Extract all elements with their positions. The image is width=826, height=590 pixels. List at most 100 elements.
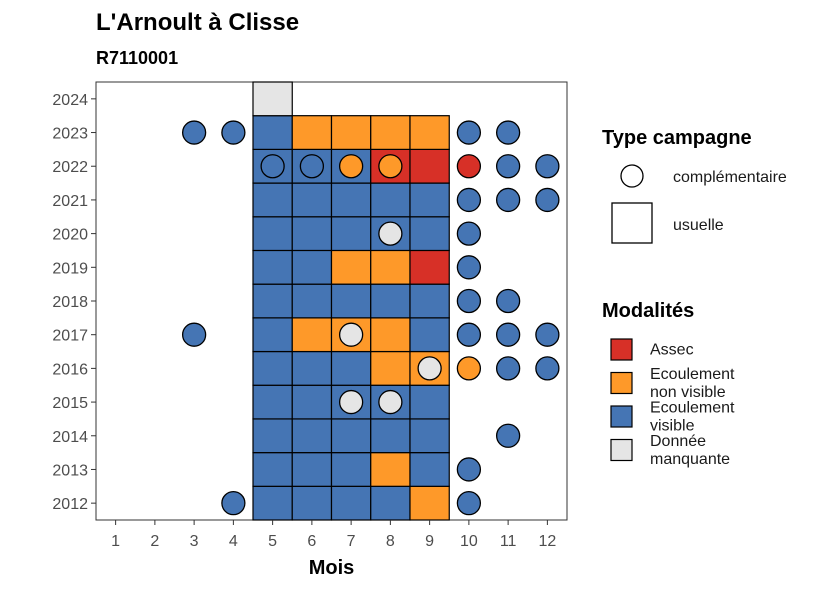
x-tick-label: 1 xyxy=(111,533,120,550)
tile-2018-8 xyxy=(370,283,411,319)
legend-circle-key xyxy=(620,164,644,188)
tile-2023-9 xyxy=(409,115,450,150)
tile-2021-8 xyxy=(370,182,411,218)
tile-2013-6 xyxy=(291,452,333,487)
point-2021-10 xyxy=(456,187,482,213)
tile-2019-8 xyxy=(370,249,411,285)
tile-2012-8 xyxy=(370,485,411,521)
point-2017-3 xyxy=(181,322,207,347)
legend-type-campagne: Type campagne complémentaire usuelle xyxy=(602,127,787,244)
x-tick-label: 9 xyxy=(425,533,434,550)
legend-square-key xyxy=(611,202,653,244)
x-tick-label: 6 xyxy=(307,533,316,550)
complementaire-points xyxy=(181,120,560,516)
tile-2016-7 xyxy=(330,350,372,386)
tile-2013-5 xyxy=(252,452,293,487)
usuelle-tiles xyxy=(252,81,450,521)
x-axis: 1 2 3 4 5 6 7 8 9 10 11 12 xyxy=(111,520,556,550)
x-tick-label: 5 xyxy=(268,533,277,550)
y-tick-label: 2016 xyxy=(52,361,88,378)
tile-2018-9 xyxy=(409,283,450,319)
tile-2012-7 xyxy=(330,485,372,521)
legend-fill-label: Ecoulement xyxy=(650,366,735,383)
tile-2017-6 xyxy=(291,317,333,353)
legend-swatch-M xyxy=(610,438,633,462)
x-tick-label: 4 xyxy=(229,533,238,550)
chart-subtitle: R7110001 xyxy=(96,48,178,68)
tile-2017-5 xyxy=(252,317,293,353)
tile-2023-7 xyxy=(330,115,372,150)
legend-swatch-A xyxy=(610,338,633,361)
point-2022-10 xyxy=(456,154,482,179)
y-tick-label: 2012 xyxy=(52,496,88,513)
legend-fill-label: manquante xyxy=(650,451,730,468)
tile-2023-8 xyxy=(370,115,411,150)
point-2018-11 xyxy=(495,288,521,314)
tile-2012-5 xyxy=(252,485,293,521)
legend-shape-label-usuelle: usuelle xyxy=(673,217,724,234)
point-2021-11 xyxy=(495,187,521,213)
y-tick-label: 2021 xyxy=(52,193,88,210)
tile-2020-9 xyxy=(409,216,450,252)
tile-2020-5 xyxy=(252,216,293,252)
point-2016-9 xyxy=(417,356,442,381)
tile-2014-9 xyxy=(409,418,450,454)
chart-title: L'Arnoult à Clisse xyxy=(96,9,299,36)
point-2015-8 xyxy=(378,389,403,415)
point-2023-4 xyxy=(221,120,246,145)
point-2012-10 xyxy=(456,490,482,516)
x-tick-label: 3 xyxy=(190,533,199,550)
point-2018-10 xyxy=(456,288,482,314)
x-tick-label: 10 xyxy=(460,533,478,550)
tile-2021-5 xyxy=(252,182,293,218)
legend-shape-title: Type campagne xyxy=(602,127,752,149)
legend-swatch-V xyxy=(610,405,633,428)
tile-2020-6 xyxy=(291,216,333,252)
legend-shape-label-complementaire: complémentaire xyxy=(673,169,787,186)
tile-2017-8 xyxy=(370,317,411,353)
legend-fill-title: Modalités xyxy=(602,300,694,322)
tile-2015-6 xyxy=(291,384,333,420)
legend-fill-label: non visible xyxy=(650,384,726,401)
tile-2012-6 xyxy=(291,485,333,521)
point-2019-10 xyxy=(456,255,482,280)
point-2017-12 xyxy=(535,322,560,347)
y-tick-label: 2022 xyxy=(52,159,88,176)
tile-2020-7 xyxy=(330,216,372,252)
tile-2012-9 xyxy=(409,485,450,521)
y-tick-label: 2017 xyxy=(52,328,88,345)
point-2020-10 xyxy=(456,221,482,246)
tile-2021-7 xyxy=(330,182,372,218)
point-2016-10 xyxy=(456,356,482,381)
x-axis-label: Mois xyxy=(309,557,355,579)
y-tick-label: 2014 xyxy=(52,429,88,446)
tile-2024-5 xyxy=(252,81,293,117)
x-tick-label: 8 xyxy=(386,533,395,550)
y-tick-label: 2019 xyxy=(52,260,88,277)
y-tick-label: 2020 xyxy=(52,227,88,244)
point-2022-7 xyxy=(338,154,364,179)
tile-2015-5 xyxy=(252,384,293,420)
point-2016-11 xyxy=(495,356,521,381)
point-2022-11 xyxy=(495,154,521,179)
y-tick-label: 2024 xyxy=(52,92,88,109)
tile-2013-9 xyxy=(409,452,450,487)
tile-2018-7 xyxy=(330,283,372,319)
legend-swatch-E xyxy=(610,371,633,395)
point-2022-5 xyxy=(260,154,285,179)
tile-2019-7 xyxy=(330,249,372,285)
legend-fill-label: Ecoulement xyxy=(650,400,735,417)
point-2017-10 xyxy=(456,322,482,347)
x-tick-label: 12 xyxy=(538,533,556,550)
point-2023-10 xyxy=(456,120,482,145)
tile-2013-7 xyxy=(330,452,372,487)
point-2017-11 xyxy=(495,322,521,347)
tile-2017-9 xyxy=(409,317,450,353)
point-2022-6 xyxy=(299,154,325,179)
tile-2019-9 xyxy=(409,249,450,285)
x-tick-label: 2 xyxy=(150,533,159,550)
tile-2021-6 xyxy=(291,182,333,218)
tile-2018-6 xyxy=(291,283,333,319)
x-tick-label: 11 xyxy=(500,533,517,550)
